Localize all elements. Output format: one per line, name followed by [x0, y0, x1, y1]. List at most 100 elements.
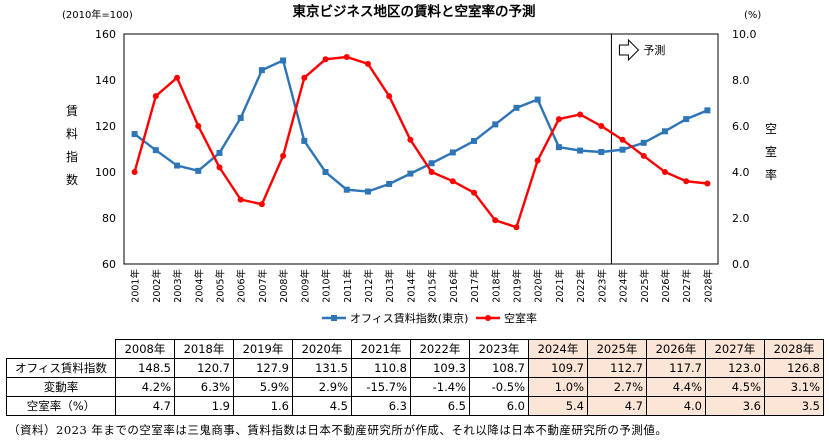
series-1-point [598, 148, 605, 155]
left-axis-label-char: 賃 [66, 103, 78, 118]
table-header-row: 2008年 2018年 2019年 2020年 2021年 2022年 2023年 2024年… [6, 339, 824, 359]
left-tick-label: 160 [95, 28, 116, 41]
series-2-point [513, 224, 520, 231]
series-1-point [152, 147, 159, 154]
table-header-cell: 2028年 [764, 339, 824, 359]
x-tick-label: 2027年 [681, 269, 693, 303]
table-cell: -15.7% [351, 377, 411, 397]
series-2-point [534, 157, 541, 164]
table-cell: 3.1% [764, 377, 824, 397]
x-tick-label: 2013年 [384, 269, 396, 303]
series-1-point [322, 169, 329, 175]
series-2-point [428, 169, 435, 175]
series-1-point [237, 114, 244, 121]
series-1-point [661, 128, 668, 135]
series-1-point [534, 96, 541, 103]
table-cell: 2.9% [292, 377, 352, 397]
table-cell: 4.5% [705, 377, 765, 397]
series-1-point [471, 137, 478, 144]
table-cell: 6.5 [410, 396, 470, 416]
table-cell: 5.9% [233, 377, 293, 397]
series-1-point [577, 147, 584, 154]
table-cell: 131.5 [292, 358, 352, 378]
table-row: 変動率 4.2% 6.3% 5.9% 2.9% -15.7% -1.4% -0.5% 1.0% 2… [6, 377, 824, 397]
table-cell: 109.7 [528, 358, 588, 378]
series-2-point [683, 178, 690, 185]
table-cell: 5.4 [528, 396, 588, 416]
series-1-point [174, 162, 181, 169]
x-tick-label: 2006年 [236, 269, 248, 303]
table-cell: 6.3 [351, 396, 411, 416]
table-cell: 2.7% [587, 377, 647, 397]
right-tick-label: 0.0 [732, 258, 750, 271]
series-1-point [386, 180, 393, 187]
left-tick-label: 140 [95, 74, 116, 87]
left-axis-label-char: 数 [66, 172, 78, 187]
right-axis-unit: (%) [744, 10, 761, 21]
series-2-point [704, 180, 711, 187]
x-tick-label: 2003年 [172, 269, 184, 303]
series-1-point [513, 104, 520, 111]
x-tick-label: 2022年 [575, 269, 587, 303]
x-tick-label: 2028年 [702, 269, 714, 303]
series-2-point [237, 196, 244, 203]
table-cell: 109.3 [410, 358, 470, 378]
x-tick-label: 2009年 [299, 269, 311, 303]
x-tick-label: 2005年 [214, 269, 226, 303]
series-1-point [428, 160, 435, 167]
series-1-point [619, 146, 626, 153]
series-1-point [555, 144, 562, 151]
series-2-point [195, 123, 202, 129]
table-cell: 3.5 [764, 396, 824, 416]
left-axis-label-char: 料 [66, 127, 78, 141]
table-cell: 4.2% [115, 377, 175, 397]
series-1-point [216, 149, 223, 156]
table-cell: 1.6 [233, 396, 293, 416]
table-cell: 112.7 [587, 358, 647, 378]
x-tick-label: 2023年 [596, 269, 608, 303]
table-cell: 123.0 [705, 358, 765, 378]
table-cell: 108.7 [469, 358, 529, 378]
legend-label-1: オフィス賃料指数(東京) [350, 311, 468, 325]
series-2-point [280, 152, 287, 159]
table-cell: 4.0 [646, 396, 706, 416]
table-cell: 6.0 [469, 396, 529, 416]
table-cell: 127.9 [233, 358, 293, 378]
table-cell: 4.7 [587, 396, 647, 416]
legend-marker-2 [485, 315, 491, 321]
left-tick-label: 120 [95, 120, 116, 133]
left-tick-label: 60 [102, 258, 116, 271]
series-2-point [407, 136, 414, 143]
x-tick-label: 2014年 [405, 269, 417, 303]
x-tick-label: 2020年 [533, 269, 545, 303]
table-header-cell: 2025年 [587, 339, 647, 359]
right-axis-label-char: 空 [765, 122, 777, 136]
x-tick-label: 2025年 [639, 269, 651, 303]
table-cell: 1.9 [174, 396, 234, 416]
table-row: オフィス賃料指数 148.5 120.7 127.9 131.5 110.8 109.3 10… [6, 358, 824, 378]
table-cell: 126.8 [764, 358, 824, 378]
series-1-point [407, 170, 414, 177]
right-tick-label: 6.0 [732, 120, 750, 133]
series-2-point [577, 111, 584, 118]
series-1-point [704, 107, 711, 114]
left-axis-unit: (2010年=100) [62, 8, 133, 21]
table-header-cell: 2027年 [705, 339, 765, 359]
x-tick-label: 2002年 [151, 269, 163, 303]
plot-area: 60801001201401600.02.04.06.08.010.0賃料指数空… [66, 28, 777, 325]
series-2-point [661, 169, 668, 175]
series-1-point [343, 186, 350, 193]
series-1-point [364, 188, 371, 195]
x-tick-label: 2007年 [257, 269, 269, 303]
right-axis-label-char: 室 [765, 144, 777, 159]
x-tick-label: 2017年 [469, 269, 481, 303]
table-corner-cell [6, 339, 116, 359]
x-tick-label: 2024年 [618, 269, 630, 303]
table-header-cell: 2019年 [233, 339, 293, 359]
table-cell: -0.5% [469, 377, 529, 397]
x-tick-label: 2008年 [278, 269, 290, 303]
x-tick-label: 2012年 [363, 269, 375, 303]
series-1-point [280, 57, 287, 64]
table-header-cell: 2024年 [528, 339, 588, 359]
table-cell: 4.5 [292, 396, 352, 416]
